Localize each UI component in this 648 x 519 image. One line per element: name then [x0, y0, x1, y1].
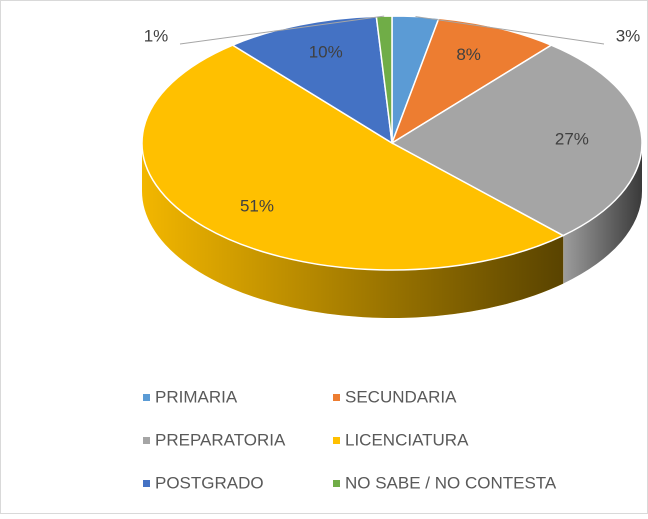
- pie: 3% 8% 27% 51% 10% 1%: [141, 15, 643, 318]
- legend: PRIMARIA SECUNDARIA PREPARATORIA LICENCIATU…: [143, 387, 557, 492]
- slice-side-shade: [142, 143, 564, 318]
- leader-line: [179, 15, 385, 45]
- data-label: 1%: [144, 26, 169, 45]
- legend-marker: [143, 437, 150, 444]
- data-label: 10%: [309, 43, 343, 62]
- legend-label: SECUNDARIA: [345, 387, 457, 406]
- legend-label: LICENCIATURA: [345, 430, 469, 449]
- legend-label: PREPARATORIA: [155, 430, 286, 449]
- slice: [390, 17, 553, 145]
- legend-marker: [143, 480, 150, 487]
- slice-side-shade: [563, 143, 642, 284]
- legend-label: PRIMARIA: [155, 387, 238, 406]
- slice: [390, 44, 643, 237]
- slice: [141, 44, 565, 271]
- data-label: 51%: [240, 196, 274, 215]
- legend-marker: [143, 394, 150, 401]
- legend-marker: [333, 437, 340, 444]
- slice: [231, 15, 393, 145]
- data-label: 27%: [555, 129, 589, 148]
- legend-marker: [333, 480, 340, 487]
- legend-marker: [333, 394, 340, 401]
- data-label: 8%: [456, 45, 481, 64]
- legend-label: NO SABE / NO CONTESTA: [345, 473, 557, 492]
- leader-line: [415, 16, 605, 45]
- legend-label: POSTGRADO: [155, 473, 264, 492]
- data-label: 3%: [616, 26, 641, 45]
